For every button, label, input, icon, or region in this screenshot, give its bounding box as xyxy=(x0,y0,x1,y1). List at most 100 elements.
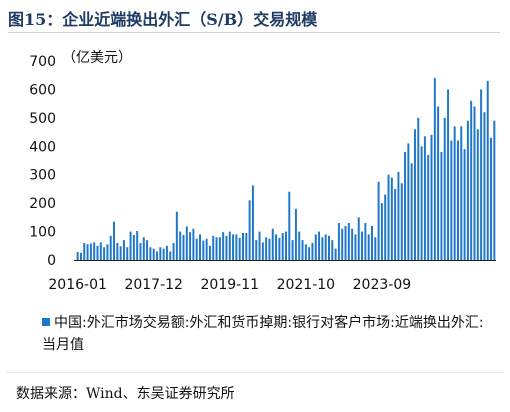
bar xyxy=(189,232,192,260)
bar xyxy=(430,134,433,260)
bar xyxy=(490,137,493,260)
y-tick-label: 600 xyxy=(29,82,56,98)
bar xyxy=(275,234,278,260)
x-axis: 2016-01 2017-12 2019-11 2021-10 2023-09 xyxy=(48,260,496,293)
bar xyxy=(294,208,297,260)
bar xyxy=(331,240,334,260)
y-tick-label: 500 xyxy=(29,111,56,127)
bar xyxy=(483,112,486,260)
bar xyxy=(486,80,489,261)
bar xyxy=(387,174,390,260)
bar xyxy=(447,89,450,261)
bar xyxy=(192,228,195,260)
source-note: 数据来源：Wind、东吴证券研究所 xyxy=(16,386,235,402)
bar xyxy=(159,247,162,260)
bar xyxy=(242,232,244,260)
x-tick-label: 2017-12 xyxy=(124,277,183,293)
bar xyxy=(404,151,407,260)
bar xyxy=(228,231,231,260)
bar xyxy=(195,238,198,260)
bar xyxy=(139,242,142,260)
y-tick-label: 400 xyxy=(29,139,56,155)
bar xyxy=(245,232,248,260)
bar xyxy=(354,234,357,260)
bar xyxy=(106,244,109,260)
y-tick-label: 300 xyxy=(29,168,56,184)
x-tick-label: 2023-09 xyxy=(353,277,412,293)
bar xyxy=(136,231,139,260)
bar xyxy=(113,221,116,260)
bar xyxy=(456,140,459,260)
bar xyxy=(314,234,317,260)
bar xyxy=(493,120,496,260)
bar xyxy=(324,234,327,260)
bar xyxy=(328,235,330,260)
bar xyxy=(205,238,208,260)
bar xyxy=(225,235,228,260)
bar xyxy=(96,245,99,260)
y-tick-label: 100 xyxy=(29,225,56,241)
bar xyxy=(453,126,456,260)
bar xyxy=(357,217,360,260)
bar xyxy=(304,244,307,260)
bar xyxy=(466,120,469,260)
bar xyxy=(337,223,340,260)
y-tick-label: 200 xyxy=(29,196,56,212)
bar xyxy=(232,234,235,260)
y-unit-label: （亿美元） xyxy=(62,50,132,66)
bar xyxy=(413,129,416,260)
bar xyxy=(370,225,373,260)
bar xyxy=(172,242,175,260)
bar xyxy=(165,245,168,260)
bar xyxy=(298,231,301,260)
title-divider xyxy=(8,32,500,33)
legend-label: 中国:外汇市场交易额:外汇和货币掉期:银行对客户市场:近端换出外汇:当月值 xyxy=(42,315,484,353)
bar xyxy=(76,252,79,260)
bar xyxy=(377,181,380,260)
bar xyxy=(344,225,347,260)
y-tick-label: 700 xyxy=(29,54,56,70)
bar xyxy=(122,240,125,260)
bar xyxy=(394,188,397,260)
bar xyxy=(473,106,476,261)
bar xyxy=(410,163,413,260)
chart-title: 图15：企业近端换出外汇（S/B）交易规模 xyxy=(8,10,318,29)
bar xyxy=(301,240,304,260)
bar xyxy=(169,251,172,260)
bar xyxy=(258,231,261,260)
x-tick-label: 2016-01 xyxy=(48,277,107,293)
bar xyxy=(156,251,159,260)
bar xyxy=(251,185,254,260)
bar xyxy=(149,247,152,260)
bar xyxy=(285,231,287,260)
bar xyxy=(334,248,337,260)
bar xyxy=(437,106,440,261)
bar xyxy=(341,228,344,260)
bar-series xyxy=(76,78,496,261)
bar xyxy=(291,240,294,260)
x-tick-label: 2019-11 xyxy=(201,277,260,293)
bar xyxy=(407,143,410,260)
bar xyxy=(119,246,122,260)
bar xyxy=(460,126,463,260)
bar xyxy=(142,237,145,260)
bar xyxy=(364,223,367,260)
bar xyxy=(93,242,96,260)
legend: 中国:外汇市场交易额:外汇和货币掉期:银行对客户市场:近端换出外汇:当月值 xyxy=(42,312,497,356)
bar xyxy=(308,247,311,260)
bar xyxy=(179,231,182,260)
bar xyxy=(255,240,258,260)
bar xyxy=(235,234,238,260)
bar xyxy=(202,240,205,260)
bar xyxy=(89,243,92,260)
x-tick-label: 2021-10 xyxy=(277,277,336,293)
bar xyxy=(400,183,403,260)
bar xyxy=(109,235,112,260)
bar xyxy=(222,232,225,260)
legend-swatch xyxy=(42,318,50,326)
bar xyxy=(265,237,268,260)
bar xyxy=(175,211,178,260)
bar xyxy=(238,237,241,260)
bar xyxy=(311,242,314,260)
